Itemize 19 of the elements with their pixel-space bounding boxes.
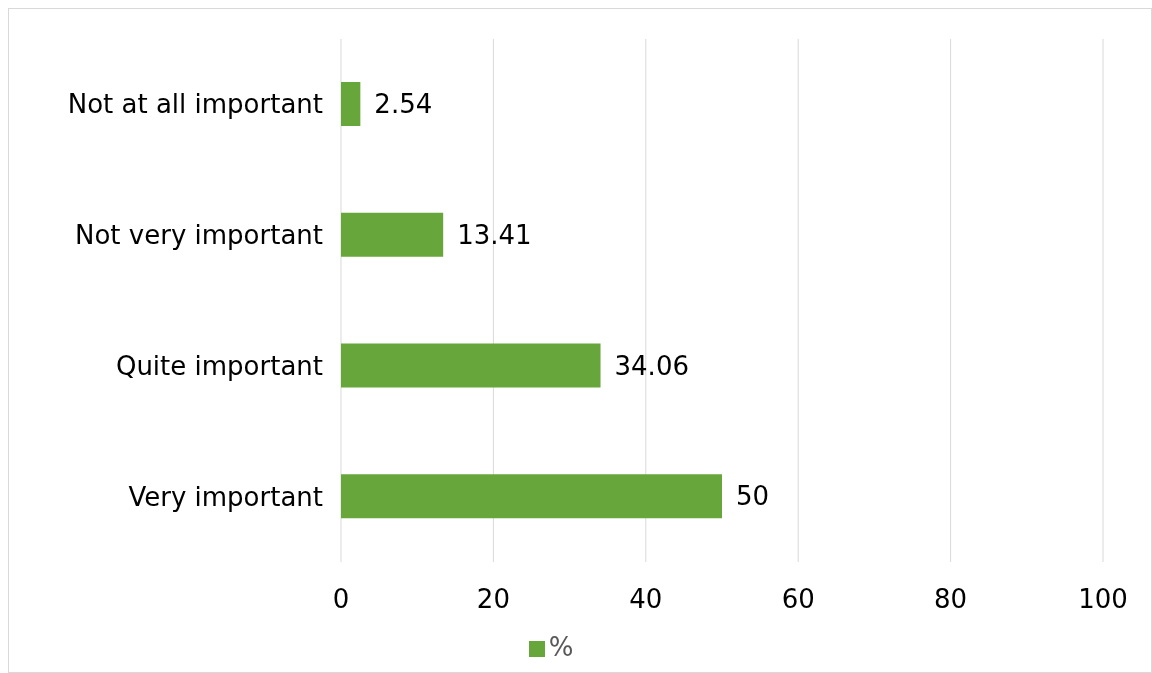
y-tick-label: Not very important (75, 220, 323, 251)
data-label: 34.06 (614, 350, 689, 381)
legend-label: % (548, 632, 574, 662)
x-tick-label: 100 (1078, 584, 1128, 615)
y-tick-label: Quite important (115, 350, 323, 381)
x-tick-label: 0 (332, 584, 350, 615)
y-tick-label: Very important (128, 481, 323, 512)
x-tick-label: 20 (476, 584, 510, 615)
data-label: 50 (736, 481, 770, 512)
data-label: 13.41 (457, 219, 532, 250)
x-tick-label: 80 (934, 584, 968, 615)
bar (341, 343, 601, 388)
bar (341, 474, 722, 519)
bar (341, 82, 361, 126)
x-tick-label: 60 (781, 584, 815, 615)
bar (341, 212, 444, 257)
data-label: 2.54 (374, 89, 433, 120)
x-tick-label: 40 (629, 584, 663, 615)
y-tick-label: Not at all important (67, 89, 323, 120)
